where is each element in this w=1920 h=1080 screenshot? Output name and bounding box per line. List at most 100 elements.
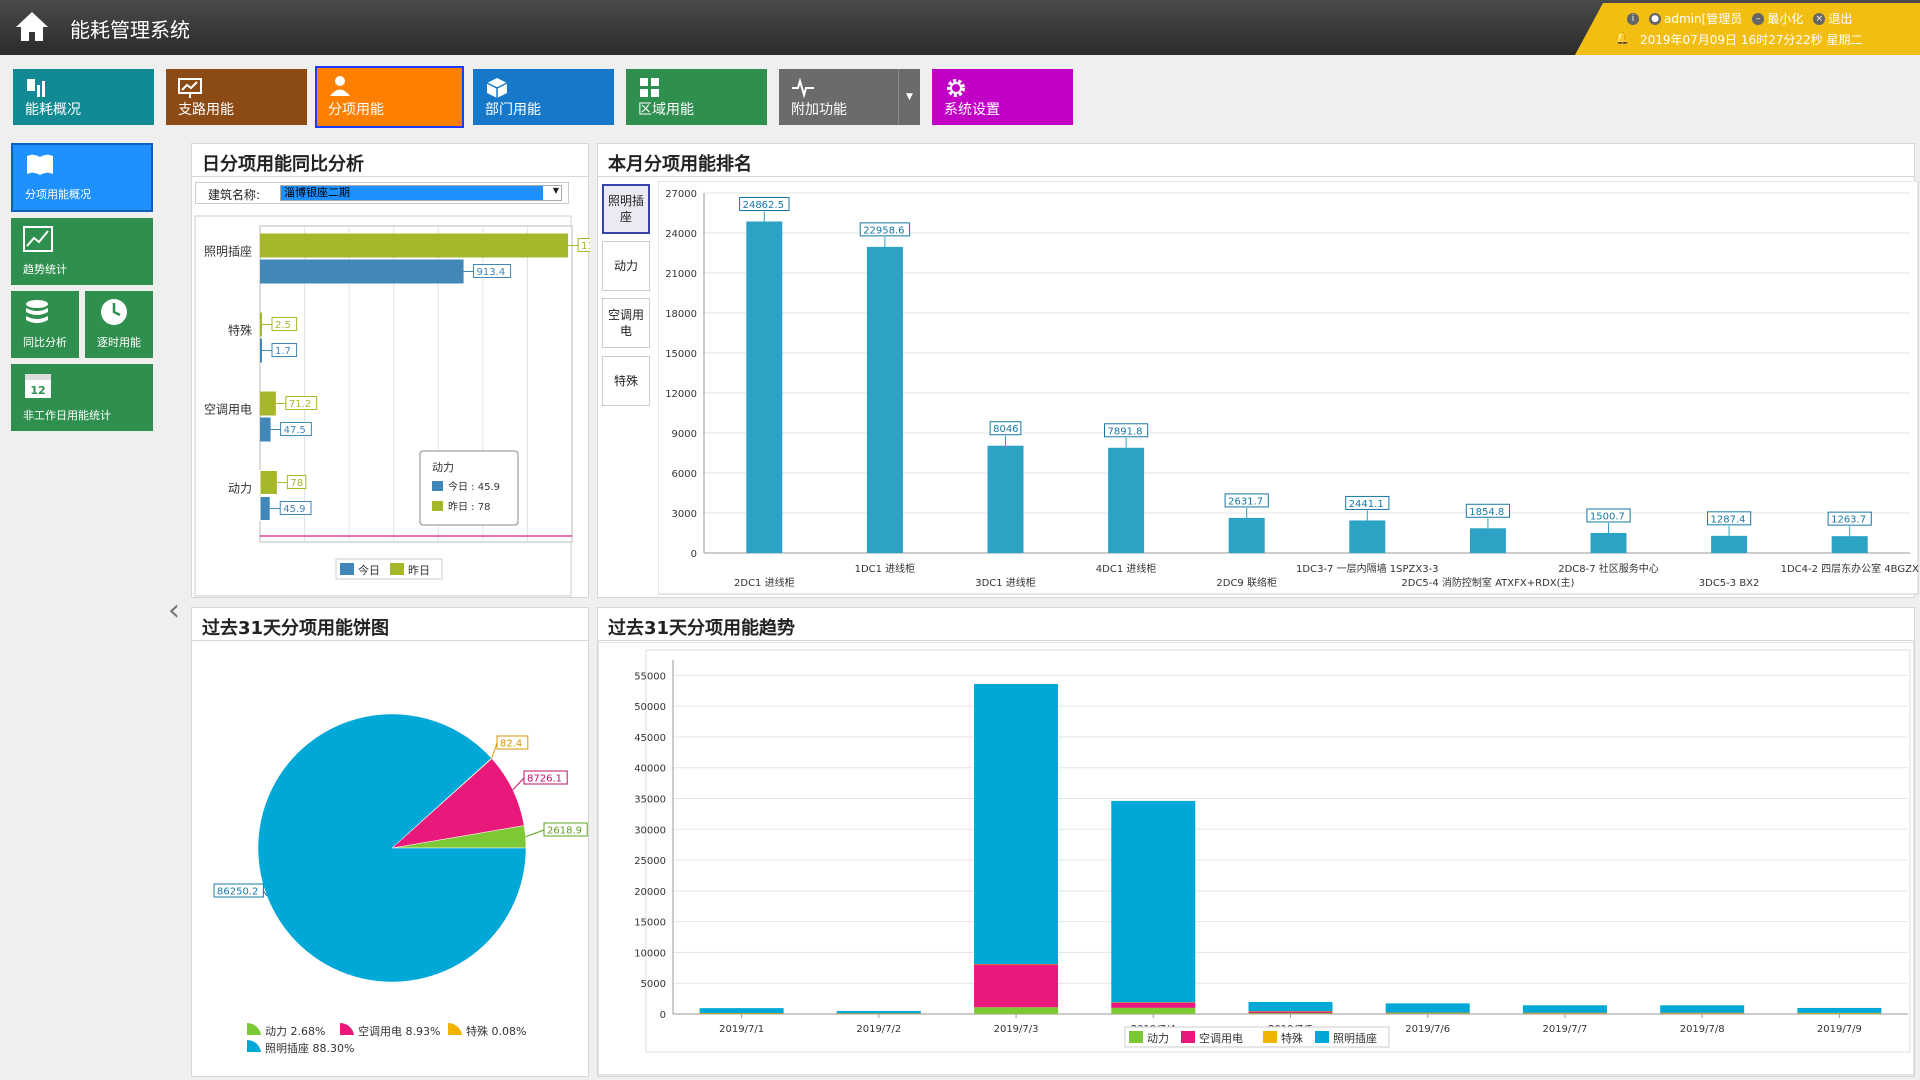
tab-power[interactable]: 动力 xyxy=(602,241,650,291)
category-label: 照明插座 xyxy=(204,244,252,259)
x-tick-label: 2019/7/2 xyxy=(856,1024,901,1035)
tab-aircon[interactable]: 空调用电 xyxy=(602,298,650,348)
tab-special[interactable]: 特殊 xyxy=(602,356,650,406)
legend-box xyxy=(335,558,443,580)
bar xyxy=(746,221,783,553)
x-tick-label: 3DC1 进线柜 xyxy=(975,576,1036,589)
nav-system-settings[interactable]: 系统设置 xyxy=(932,69,1073,125)
data-label-box xyxy=(213,883,264,898)
data-label-box xyxy=(271,343,298,357)
y-tick-label: 50000 xyxy=(634,702,666,713)
ranking-panel: 本月分项用能排名 0 3000 6000 9000 12000 15000 18000 210… xyxy=(597,143,1919,598)
info-icon: i xyxy=(1627,12,1639,25)
nav-item-energy[interactable]: 分项用能 xyxy=(315,66,464,128)
nav-energy-overview[interactable]: 能耗概况 xyxy=(13,69,154,125)
legend-label: 空调用电 xyxy=(1199,1031,1243,1045)
bar-segment xyxy=(1660,1005,1745,1013)
user-button[interactable]: ● admin[管理员 xyxy=(1649,10,1742,27)
sidebar-item-yoy[interactable]: 同比分析 xyxy=(11,291,79,358)
data-label-box xyxy=(1104,423,1149,438)
data-label: 1.7 xyxy=(275,346,291,357)
label-leader xyxy=(512,777,525,791)
bell-icon[interactable]: 🔔 xyxy=(1615,31,1630,45)
user-icon xyxy=(330,76,350,96)
building-select[interactable]: 淄博银座二期 ▼ xyxy=(280,185,562,201)
data-label: 24862.5 xyxy=(743,200,784,211)
trend-panel: 过去31天分项用能趋势 0 5000 10000 15000 20000 25000 300… xyxy=(597,607,1915,1077)
collapse-sidebar-arrow-icon[interactable]: ‹ xyxy=(168,593,180,628)
data-label-box xyxy=(1586,508,1631,523)
x-tick-label: 2DC5-4 消防控制室 ATXFX+RDX(主) xyxy=(1401,576,1574,589)
legend-label: 特殊 0.08% xyxy=(466,1024,526,1038)
sidebar-item-hourly[interactable]: 逐时用能 xyxy=(85,291,153,358)
bar-segment xyxy=(1385,1003,1470,1013)
tooltip-swatch-yesterday xyxy=(432,501,443,511)
bar-segment xyxy=(699,1008,784,1014)
legend-label: 特殊 xyxy=(1281,1031,1303,1045)
minimize-button[interactable]: – 最小化 xyxy=(1752,10,1803,27)
x-tick-label: 2DC8-7 社区服务中心 xyxy=(1558,562,1659,575)
user-name: admin[管理员 xyxy=(1664,12,1743,26)
bar-segment xyxy=(1248,1011,1333,1014)
sidebar-item-trend[interactable]: 趋势统计 xyxy=(11,218,153,285)
bar-segment xyxy=(974,1007,1059,1014)
logout-button[interactable]: × 退出 xyxy=(1813,10,1852,27)
data-label-box xyxy=(859,222,911,237)
home-icon[interactable] xyxy=(12,8,52,44)
bar-segment xyxy=(1248,1011,1333,1012)
x-tick-label: 2019/7/7 xyxy=(1542,1024,1587,1035)
data-label-box xyxy=(1224,493,1269,508)
legend-swatch xyxy=(390,563,404,575)
y-tick-label: 55000 xyxy=(634,671,666,682)
nav-branch-energy[interactable]: 支路用能 xyxy=(166,69,307,125)
data-label: 71.2 xyxy=(289,399,311,410)
bar-segment xyxy=(1248,1013,1333,1014)
label-leader xyxy=(262,890,268,897)
sidebar-item-nonworkday[interactable]: 12 非工作日用能统计 xyxy=(11,364,153,431)
building-select-row: 建筑名称: 淄博银座二期 ▼ xyxy=(195,182,569,204)
legend-label: 动力 2.68% xyxy=(265,1025,325,1038)
sidebar-item-overview[interactable]: 分项用能概况 xyxy=(11,143,153,212)
panel-title: 过去31天分项用能饼图 xyxy=(192,608,588,641)
legend-swatch xyxy=(1181,1031,1195,1043)
bar-yesterday xyxy=(260,391,276,416)
data-label-box xyxy=(543,822,588,837)
y-tick-label: 5000 xyxy=(641,979,666,990)
data-label: 45.9 xyxy=(283,504,305,515)
data-label: 2441.1 xyxy=(1349,499,1384,510)
daily-compare-panel: 日分项用能同比分析 建筑名称: 淄博银座二期 ▼ 照明插座 1382.5 913.4… xyxy=(191,143,590,598)
category-label: 空调用电 xyxy=(204,403,252,417)
x-tick-label: 2019/7/8 xyxy=(1680,1024,1725,1035)
bar-segment xyxy=(1522,1012,1607,1014)
info-button[interactable]: i xyxy=(1627,10,1639,27)
y-tick-label: 15000 xyxy=(634,918,666,929)
tooltip-box xyxy=(419,450,519,526)
bar-segment xyxy=(1385,1012,1470,1014)
y-tick-label: 30000 xyxy=(634,825,666,836)
chevron-down-icon[interactable]: ▼ xyxy=(552,186,559,195)
y-tick-label: 27000 xyxy=(665,189,697,200)
dropdown-arrow-icon[interactable]: ▼ xyxy=(898,69,920,125)
nav-department-energy[interactable]: 部门用能 xyxy=(473,69,614,125)
bar xyxy=(1831,536,1868,553)
data-label-box xyxy=(473,264,512,278)
x-tick-label: 2019/7/6 xyxy=(1405,1024,1450,1035)
bar xyxy=(866,246,903,554)
x-tick-label: 2DC1 进线柜 xyxy=(734,576,795,589)
tab-lighting[interactable]: 照明插座 xyxy=(602,184,650,234)
svg-text:12: 12 xyxy=(30,384,45,397)
bar-yesterday xyxy=(260,233,569,258)
pie-panel: 过去31天分项用能饼图 2618.9 8726.1 82.4 86250.2 动力 2.… xyxy=(191,607,589,1077)
bar xyxy=(1108,447,1145,553)
legend-swatch xyxy=(1315,1031,1329,1043)
data-label: 8046 xyxy=(993,424,1018,435)
y-tick-label: 15000 xyxy=(665,349,697,360)
y-tick-label: 0 xyxy=(691,549,697,560)
app-title: 能耗管理系统 xyxy=(70,18,190,42)
x-tick-label: 1DC1 进线柜 xyxy=(855,562,916,575)
nav-extra-functions[interactable]: 附加功能 ▼ xyxy=(779,69,920,125)
y-tick-label: 0 xyxy=(660,1010,666,1021)
nav-area-energy[interactable]: 区域用能 xyxy=(626,69,767,125)
data-label-box xyxy=(280,422,312,436)
trend-stacked-chart: 0 5000 10000 15000 20000 25000 30000 35000 40000… xyxy=(598,642,1915,1076)
